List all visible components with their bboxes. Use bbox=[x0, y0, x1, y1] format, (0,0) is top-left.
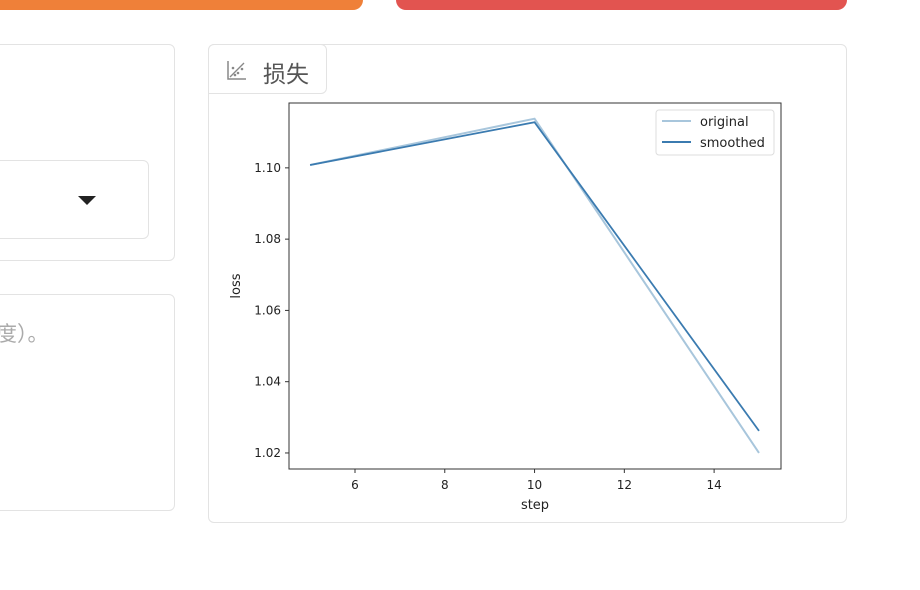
y-tick-label: 1.04 bbox=[254, 375, 281, 389]
dropdown[interactable] bbox=[0, 160, 149, 239]
legend-label-original: original bbox=[700, 115, 749, 130]
scatter-chart-icon bbox=[227, 61, 246, 80]
y-tick-label: 1.08 bbox=[254, 232, 281, 246]
tab-loss[interactable]: 损失 bbox=[208, 44, 327, 94]
left-panel-top bbox=[0, 44, 175, 261]
y-tick-label: 1.10 bbox=[254, 161, 281, 175]
hint-text: 度）。 bbox=[0, 322, 49, 346]
series-line-original bbox=[309, 117, 760, 454]
orange-button[interactable] bbox=[0, 0, 363, 10]
x-tick-label: 12 bbox=[617, 478, 632, 492]
red-button[interactable] bbox=[396, 0, 847, 10]
x-tick-label: 10 bbox=[527, 478, 542, 492]
y-axis-label: loss bbox=[229, 273, 244, 298]
x-axis-label: step bbox=[521, 498, 549, 513]
caret-down-icon[interactable] bbox=[78, 196, 96, 205]
y-tick-label: 1.02 bbox=[254, 446, 281, 460]
x-tick-label: 8 bbox=[441, 478, 449, 492]
series-line-smoothed bbox=[309, 121, 760, 432]
left-panel-bottom bbox=[0, 294, 175, 511]
legend-label-smoothed: smoothed bbox=[700, 136, 765, 151]
y-tick-label: 1.06 bbox=[254, 303, 281, 317]
x-tick-label: 6 bbox=[351, 478, 359, 492]
x-tick-label: 14 bbox=[706, 478, 721, 492]
plot-frame bbox=[288, 102, 782, 470]
tab-label: 损失 bbox=[263, 62, 309, 88]
